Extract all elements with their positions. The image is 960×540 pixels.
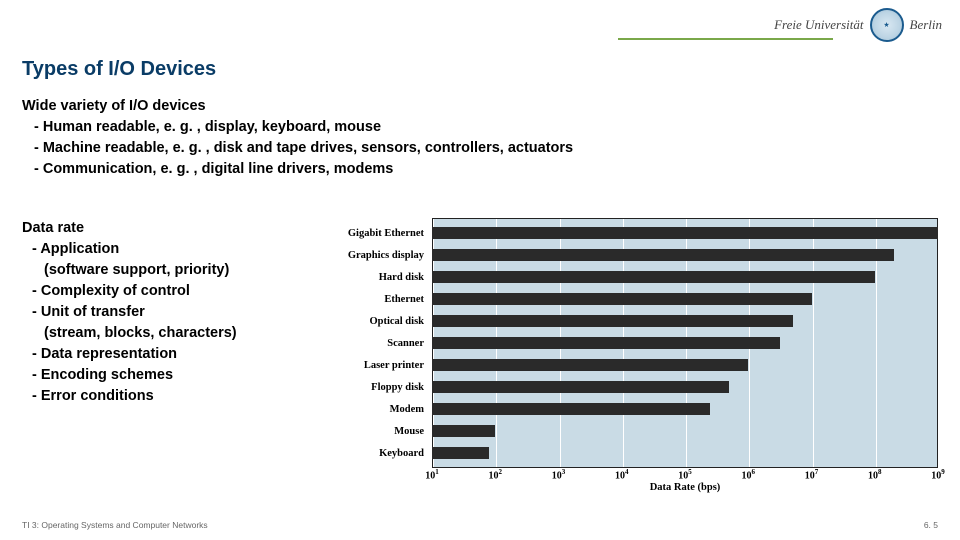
chart-bar-row: Modem	[322, 398, 938, 420]
chart-bar	[432, 315, 793, 327]
chart-bar-row: Scanner	[322, 332, 938, 354]
chart-xtick: 102	[489, 468, 503, 481]
datarate-item: - Application	[32, 239, 312, 260]
footer-left: TI 3: Operating Systems and Computer Net…	[22, 520, 208, 530]
chart-bar-label: Laser printer	[322, 360, 430, 371]
chart-bar-row: Graphics display	[322, 244, 938, 266]
chart-bar-label: Modem	[322, 404, 430, 415]
datarate-item: - Encoding schemes	[32, 365, 312, 386]
university-logo: Freie Universität ★ Berlin	[774, 8, 942, 42]
chart-bar-row: Mouse	[322, 420, 938, 442]
chart-bar-label: Graphics display	[322, 250, 430, 261]
chart-bar-row: Gigabit Ethernet	[322, 222, 938, 244]
chart-bar-label: Keyboard	[322, 448, 430, 459]
chart-xtick: 108	[868, 468, 882, 481]
chart-bar-row: Hard disk	[322, 266, 938, 288]
slide-footer: TI 3: Operating Systems and Computer Net…	[22, 520, 938, 530]
datarate-item-sub: (stream, blocks, characters)	[44, 323, 312, 344]
chart-xlabel: Data Rate (bps)	[432, 482, 938, 493]
section-variety: Wide variety of I/O devices - Human read…	[22, 96, 938, 180]
chart-bar-label: Optical disk	[322, 316, 430, 327]
datarate-item: - Data representation	[32, 344, 312, 365]
datarate-list: - Application(software support, priority…	[32, 239, 312, 407]
chart-xtick: 105	[678, 468, 692, 481]
chart-xtick: 101	[425, 468, 439, 481]
chart-bar	[432, 359, 748, 371]
page-title: Types of I/O Devices	[22, 58, 216, 81]
chart-bar	[432, 447, 489, 459]
chart-xaxis: 101102103104105106107108109	[432, 468, 938, 482]
variety-item: - Communication, e. g. , digital line dr…	[34, 159, 938, 180]
chart-xtick: 107	[805, 468, 819, 481]
chart-bar	[432, 403, 710, 415]
chart-bar-label: Gigabit Ethernet	[322, 228, 430, 239]
datarate-item-sub: (software support, priority)	[44, 260, 312, 281]
chart-xtick: 109	[931, 468, 945, 481]
chart-bar-label: Scanner	[322, 338, 430, 349]
chart-bar	[432, 381, 729, 393]
chart-xtick: 104	[615, 468, 629, 481]
chart-bar-label: Floppy disk	[322, 382, 430, 393]
chart-xtick: 103	[552, 468, 566, 481]
datarate-item: - Error conditions	[32, 386, 312, 407]
chart-bar-row: Ethernet	[322, 288, 938, 310]
chart-bar-row: Optical disk	[322, 310, 938, 332]
datarate-lead: Data rate	[22, 218, 312, 239]
chart-bar-label: Mouse	[322, 426, 430, 437]
footer-right: 6. 5	[924, 520, 938, 530]
chart-bar-label: Hard disk	[322, 272, 430, 283]
chart-bar	[432, 249, 894, 261]
datarate-chart: Gigabit Ethernet Graphics display Hard dis…	[322, 218, 938, 498]
section-datarate: Data rate - Application(software support…	[22, 218, 312, 498]
variety-item: - Machine readable, e. g. , disk and tap…	[34, 138, 938, 159]
chart-bar-row: Floppy disk	[322, 376, 938, 398]
variety-lead: Wide variety of I/O devices	[22, 96, 938, 117]
datarate-item: - Complexity of control	[32, 281, 312, 302]
chart-gridline	[939, 219, 940, 467]
chart-bar-label: Ethernet	[322, 294, 430, 305]
uni-seal-icon: ★	[870, 8, 904, 42]
chart-bar	[432, 425, 495, 437]
uni-name-left: Freie Universität	[774, 17, 863, 33]
chart-bar	[432, 293, 812, 305]
chart-bar-row: Keyboard	[322, 442, 938, 464]
uni-name-right: Berlin	[910, 17, 943, 33]
chart-bar	[432, 227, 938, 239]
chart-bar	[432, 337, 780, 349]
variety-bullets: - Human readable, e. g. , display, keybo…	[34, 117, 938, 180]
chart-xtick: 106	[742, 468, 756, 481]
variety-item: - Human readable, e. g. , display, keybo…	[34, 117, 938, 138]
chart-bar-row: Laser printer	[322, 354, 938, 376]
datarate-item: - Unit of transfer	[32, 302, 312, 323]
chart-bar	[432, 271, 875, 283]
